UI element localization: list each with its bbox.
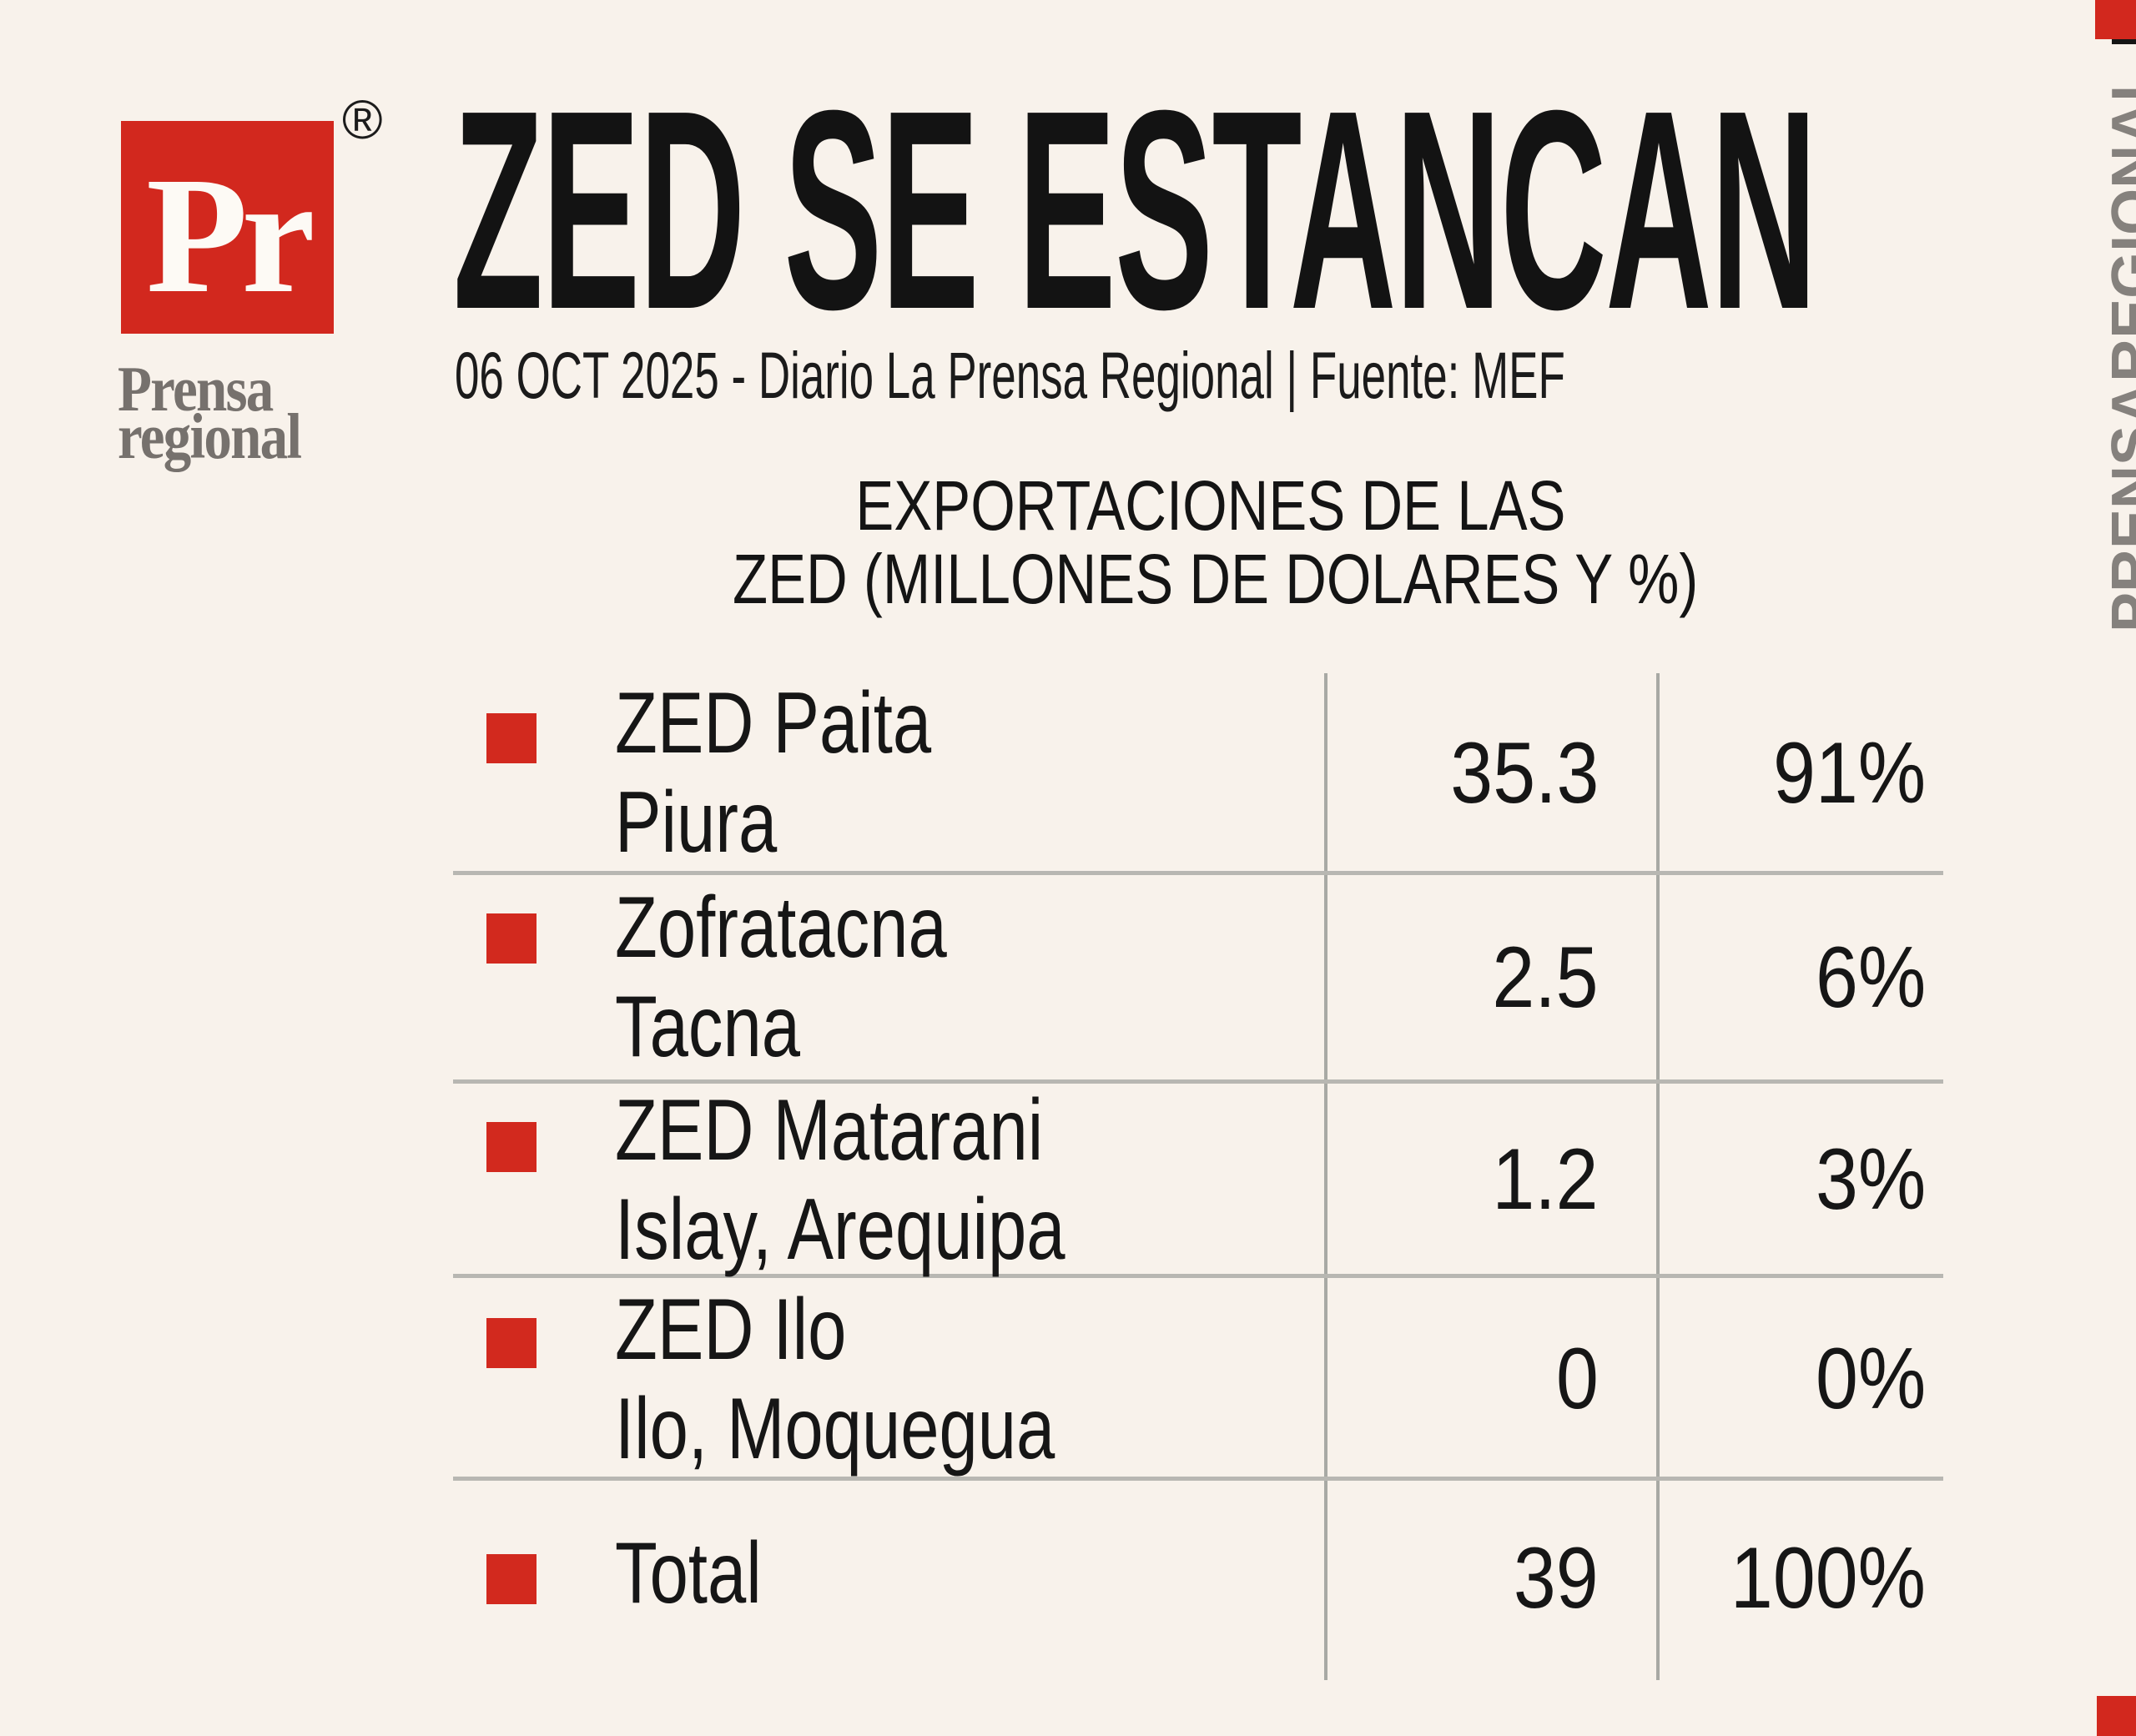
total-label: Total [615, 1525, 762, 1622]
row-value: 2.5 [1492, 928, 1599, 1026]
row-percent: 6% [1815, 928, 1926, 1026]
row-bullet-icon [486, 1122, 537, 1172]
top-right-red-corner [2095, 0, 2136, 39]
row-bullet-icon [486, 1554, 537, 1604]
row-percent: 3% [1815, 1131, 1926, 1228]
row-bullet-icon [486, 913, 537, 964]
row-value: 1.2 [1492, 1131, 1599, 1228]
brand-logo: Pr [121, 121, 334, 334]
table-row-divider-4 [453, 1477, 1943, 1481]
page-title: ZED SE ESTANCAN [453, 52, 1817, 369]
brand-name-line2: regional [118, 400, 302, 472]
table-row: ZED Matarani Islay, Arequipa 1.2 3% [453, 1082, 1943, 1278]
table-row-divider-2 [453, 1079, 1943, 1084]
brand-logo-monogram: Pr [146, 143, 315, 328]
table-row: ZED Ilo Ilo, Moquegua 0 0% [453, 1278, 1943, 1481]
total-percent: 100% [1730, 1530, 1926, 1627]
site-url-gray-part: PRENSAREGIONAL [2100, 64, 2136, 632]
row-value: 0 [1556, 1331, 1599, 1427]
table-row-divider-1 [453, 871, 1943, 875]
row-bullet-icon [486, 1318, 537, 1368]
row-label: Zofratacna Tacna [615, 879, 947, 1075]
bottom-right-red-corner [2097, 1696, 2136, 1736]
brand-name-line1: Prensa [118, 353, 274, 425]
table-title: EXPORTACIONES DE LAS ZED (MILLONES DE DO… [627, 469, 1795, 616]
site-url-vertical: PRENSAREGIONAL.PE [2041, 0, 2136, 699]
table-column-divider-2 [1656, 673, 1660, 1680]
table-row: ZED Paita Piura 35.3 91% [453, 673, 1943, 873]
row-bullet-icon [486, 713, 537, 763]
registered-trademark-icon: ® [342, 88, 383, 150]
dateline: 06 OCT 2025 - Diario La Prensa Regional … [455, 338, 1565, 412]
row-label: ZED Paita Piura [615, 675, 932, 871]
table-column-divider-1 [1324, 673, 1327, 1680]
table-row-divider-3 [453, 1274, 1943, 1278]
table-title-line2: ZED (MILLONES DE DOLARES Y %) [733, 540, 1699, 618]
brand-name: Prensa regional [118, 353, 328, 472]
table-total-row: Total 39 100% [453, 1481, 1943, 1680]
row-percent: 91% [1772, 724, 1926, 822]
row-value: 35.3 [1449, 724, 1599, 822]
table-row: Zofratacna Tacna 2.5 6% [453, 873, 1943, 1082]
table-title-line1: EXPORTACIONES DE LAS [855, 466, 1566, 545]
total-value: 39 [1514, 1530, 1599, 1627]
row-percent: 0% [1815, 1331, 1926, 1427]
row-label: ZED Matarani Islay, Arequipa [615, 1081, 1065, 1278]
row-label: ZED Ilo Ilo, Moquegua [615, 1281, 1055, 1477]
